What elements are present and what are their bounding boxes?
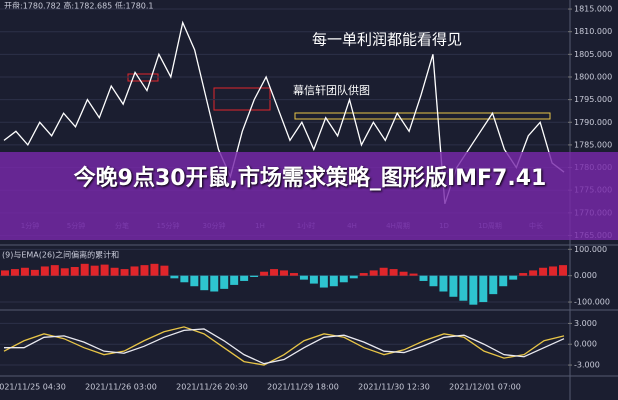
y-tick-label: 3.000	[574, 319, 597, 328]
y-tick-label: 1795.000	[574, 95, 612, 104]
bar	[110, 267, 119, 276]
x-tick-label: 2021/11/26 20:30	[176, 383, 248, 392]
bar	[489, 275, 498, 295]
y-tick-label: 0.000	[574, 340, 597, 349]
bar	[439, 275, 448, 292]
bar	[50, 265, 59, 276]
bar	[549, 266, 558, 276]
bar	[319, 275, 328, 288]
banner-title: 今晚9点30开鼠,市场需求策略_图形版IMF7.41	[73, 166, 547, 191]
bar	[260, 271, 269, 276]
bar	[299, 275, 308, 280]
bar	[270, 269, 279, 276]
bar	[509, 275, 518, 280]
y-tick-label: 1805.000	[574, 50, 612, 59]
bar	[459, 275, 468, 301]
bar	[80, 263, 89, 276]
bar	[100, 264, 109, 276]
bar	[359, 273, 368, 276]
bar	[469, 275, 478, 305]
bar	[240, 275, 249, 281]
bar	[130, 266, 139, 276]
bar	[150, 263, 159, 276]
bar	[529, 270, 538, 276]
highlight-box	[127, 73, 159, 82]
y-tick-label: -100.000	[574, 298, 610, 307]
bar	[160, 265, 169, 276]
bar	[210, 275, 219, 292]
y-tick-label: 0.000	[574, 271, 597, 280]
x-tick-label: 2021/11/30 12:30	[358, 383, 430, 392]
bar	[230, 275, 239, 285]
bar	[170, 275, 179, 279]
bar	[499, 275, 508, 287]
annotation: 幕信轩团队供图	[293, 83, 370, 97]
line-series	[3, 326, 565, 366]
bar	[90, 265, 99, 276]
y-tick-label: 1790.000	[574, 118, 612, 127]
y-tick-label: 1815.000	[574, 5, 612, 14]
y-tick-label: 1800.000	[574, 72, 612, 81]
bar	[449, 275, 458, 297]
bar	[539, 267, 548, 276]
bar	[429, 275, 438, 287]
line-series	[4, 328, 565, 365]
y-tick-label: -3.000	[574, 361, 600, 370]
line-series	[3, 20, 565, 204]
bar	[339, 275, 348, 283]
panel-title: (9)与EMA(26)之间偏离的累计和	[2, 250, 119, 260]
x-tick-label: 2021/11/26 03:00	[85, 383, 157, 392]
bar	[519, 273, 528, 276]
y-tick-label: 100.000	[574, 245, 607, 254]
bar	[389, 269, 398, 276]
bar	[140, 265, 149, 276]
bar	[220, 275, 229, 289]
bar	[309, 275, 318, 284]
bar	[120, 269, 129, 276]
bar	[419, 275, 428, 281]
x-tick-label: 2021/11/25 04:30	[0, 383, 66, 392]
bar	[329, 275, 338, 287]
bar	[280, 270, 288, 276]
y-tick-label: 1785.000	[574, 140, 612, 149]
bar	[250, 275, 259, 277]
bar	[60, 268, 69, 276]
bar	[379, 267, 388, 276]
y-tick-label: 1810.000	[574, 27, 612, 36]
ohlc-text: 开盘:1780.782 高:1782.685 低:1780.1	[4, 1, 154, 11]
level-box	[294, 112, 551, 120]
bar	[180, 275, 189, 283]
bar	[289, 273, 298, 276]
bar	[20, 267, 29, 276]
x-tick-label: 2021/11/29 18:00	[267, 383, 339, 392]
bar	[559, 265, 567, 276]
bar	[1, 270, 9, 276]
bar	[409, 273, 418, 276]
bar	[399, 271, 408, 276]
bar	[70, 266, 79, 276]
bar	[349, 275, 358, 279]
x-tick-label: 2021/12/01 07:00	[449, 383, 521, 392]
bar	[30, 269, 39, 276]
annotation: 每一单利润都能看得见	[312, 31, 462, 49]
banner: 今晚9点30开鼠,市场需求策略_图形版IMF7.41	[0, 152, 618, 240]
bar	[10, 269, 19, 276]
bar	[190, 275, 199, 287]
highlight-box	[213, 87, 271, 111]
bar	[40, 266, 49, 276]
bar	[479, 275, 488, 303]
bar	[369, 270, 378, 276]
bar	[200, 275, 209, 291]
